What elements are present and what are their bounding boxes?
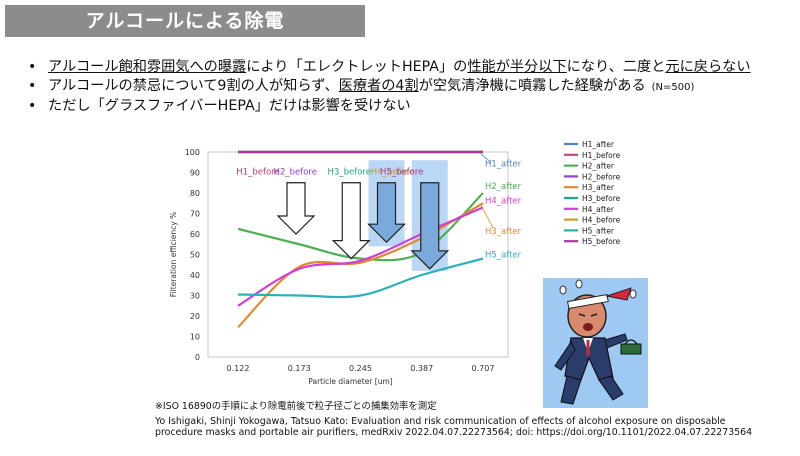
legend-entry: H1_after [582, 140, 615, 149]
down-arrow-h3 [331, 182, 371, 260]
annotation-label: H3_before [328, 168, 371, 178]
bullet-item: ただし「グラスファイバーHEPA」だけは影響を受けない [26, 97, 796, 116]
bullet-text: 性能が半分以下 [467, 59, 567, 75]
bullet-item: アルコールの禁忌について9割の人が知らず、医療者の4割が空気清浄機に噴霧した経験… [26, 77, 796, 97]
legend-entry: H5_after [582, 226, 615, 235]
bullet-text: になり、二度と [566, 59, 666, 75]
annotation-label: H1_before [236, 168, 279, 178]
end-label-connector [480, 153, 492, 163]
legend-entry: H1_before [582, 151, 621, 160]
citation: Yo Ishigaki, Shinji Yokogawa, Tatsuo Kat… [155, 416, 795, 438]
filtration-efficiency-chart: 0 10 20 30 40 50 60 70 80 90 100 0.122 0.173 0.245 0.3… [169, 140, 621, 386]
x-tick-label: 0.173 [288, 364, 311, 373]
legend-entry: H3_after [582, 183, 615, 192]
annotation-label: H5_before [380, 168, 423, 178]
annotation-label: H2_before [274, 168, 317, 178]
legend-entry: H5_before [582, 237, 621, 246]
legend-entry: H4_before [582, 216, 621, 225]
sample-size-note: (N=500) [651, 82, 695, 93]
legend-entry: H3_before [582, 194, 621, 203]
citation-line: Yo Ishigaki, Shinji Yokogawa, Tatsuo Kat… [155, 416, 726, 427]
y-tick-label: 100 [185, 148, 200, 157]
y-tick-label: 40 [190, 271, 200, 280]
down-arrow-h4 [367, 182, 406, 244]
end-label: H2_after [485, 182, 522, 192]
citation-line: procedure masks and portable air purifie… [155, 427, 753, 438]
y-tick-label: 80 [190, 189, 200, 198]
annotation-label: H4_before [371, 168, 414, 178]
y-tick-label: 0 [195, 353, 200, 362]
end-label: H5_after [485, 251, 522, 261]
y-tick-label: 60 [190, 230, 200, 239]
end-label: H3_after [485, 227, 522, 237]
bullet-text: 元に戻らない [665, 59, 751, 75]
y-tick-label: 20 [190, 312, 200, 321]
series-line-h3-after [237, 202, 484, 329]
worried-drunk-salaryman-illustration [543, 278, 648, 408]
y-tick-label: 10 [190, 333, 200, 342]
bullet-list: アルコール飽和雰囲気への曝露により「エレクトレットHEPA」の性能が半分以下にな… [26, 58, 796, 116]
bullet-text: アルコールの禁忌について9割の人が知らず、 [48, 78, 339, 94]
x-axis-label: Particle diameter [um] [308, 377, 392, 386]
footnote: ※ISO 16890の手順により除電前後で粒子径ごとの捕集効率を測定 [155, 401, 437, 412]
bullet-text: アルコール飽和雰囲気への曝露 [48, 59, 247, 75]
x-tick-label: 0.245 [349, 364, 372, 373]
legend-entry: H4_after [582, 205, 615, 214]
bullet-text: 医療者の4割 [338, 78, 419, 94]
end-label: H4_after [485, 196, 522, 206]
x-tick-label: 0.387 [410, 364, 433, 373]
y-tick-label: 50 [190, 251, 200, 260]
series-line-h5-after [237, 257, 484, 299]
slide-title: アルコールによる除電 [85, 10, 285, 32]
legend-entry: H2_before [582, 172, 621, 181]
title-bar: アルコールによる除電 [5, 5, 365, 37]
y-tick-label: 70 [190, 210, 200, 219]
y-tick-label: 30 [190, 292, 200, 301]
x-tick-label: 0.707 [472, 364, 495, 373]
bullet-text: ただし「グラスファイバーHEPA」だけは影響を受けない [48, 98, 411, 114]
bullet-text: により「エレクトレットHEPA」の [246, 59, 468, 75]
y-axis-label: Filteration efficiency % [169, 212, 178, 297]
x-tick-label: 0.122 [227, 364, 250, 373]
y-tick-label: 90 [190, 169, 200, 178]
series-line-h4-after [237, 206, 484, 307]
down-arrow-h5 [410, 182, 450, 270]
legend-entry: H2_after [582, 162, 615, 171]
end-label-connector [480, 205, 494, 229]
bullet-text: が空気清浄機に噴霧した経験がある [418, 78, 646, 94]
bullet-item: アルコール飽和雰囲気への曝露により「エレクトレットHEPA」の性能が半分以下にな… [26, 58, 796, 77]
down-arrow-h2 [276, 182, 316, 235]
end-label: H1_after [485, 159, 522, 169]
